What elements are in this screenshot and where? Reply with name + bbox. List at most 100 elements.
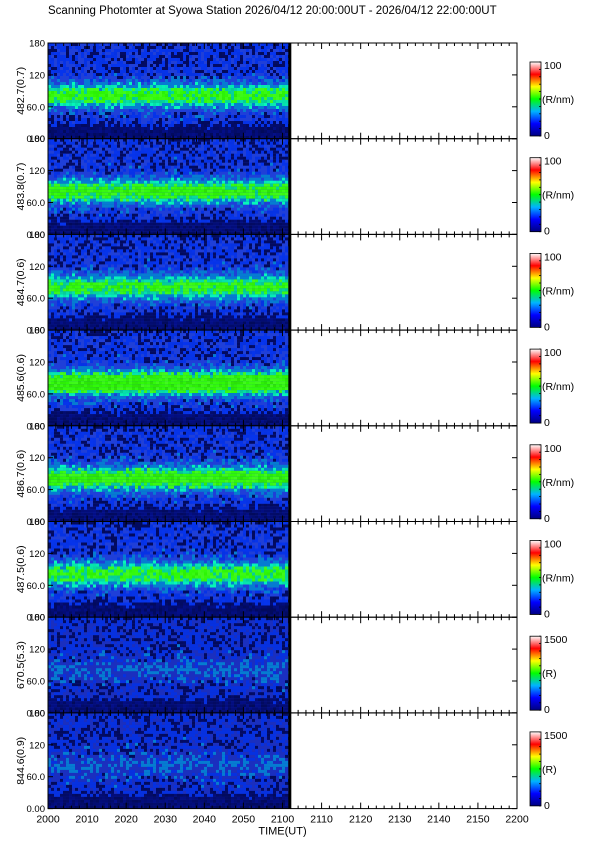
panel-ylabel-4: 485.6(0.6) <box>15 354 27 402</box>
y-tick-label: 120 <box>29 70 45 81</box>
colorbar-unit-label: (R/nm) <box>542 573 574 585</box>
heatmap-panel-8 <box>48 712 292 809</box>
y-tick-label: 120 <box>29 549 45 560</box>
colorbar-7: 1500 (R) 0 <box>529 634 568 716</box>
heatmap-panel-7 <box>48 617 292 714</box>
x-tick-label: 2000 <box>36 814 60 826</box>
colorbar-unit-label: (R/nm) <box>542 477 574 489</box>
x-tick-label: 2120 <box>349 814 373 826</box>
panel-ylabel-6: 487.5(0.6) <box>15 545 27 593</box>
y-tick-label: 60.0 <box>27 389 46 400</box>
colorbar-min-label: 0 <box>544 704 550 716</box>
colorbar-unit-label: (R) <box>542 764 557 776</box>
y-tick-label: 180 <box>29 517 45 528</box>
y-tick-label: 60.0 <box>27 294 46 305</box>
y-tick-label: 120 <box>29 645 45 656</box>
x-tick-label: 2010 <box>75 814 99 826</box>
y-tick-label: 180 <box>29 708 45 719</box>
heatmap-panel-4 <box>48 330 292 427</box>
x-tick-label: 2140 <box>427 814 451 826</box>
y-tick-label: 60.0 <box>27 772 46 783</box>
y-tick-label: 120 <box>29 453 45 464</box>
y-tick-label: 180 <box>29 326 45 337</box>
panel-ylabel-5: 486.7(0.6) <box>15 450 27 498</box>
colorbar-8: 1500 (R) 0 <box>529 730 568 812</box>
colorbar-unit-label: (R) <box>542 668 557 680</box>
colorbar-min-label: 0 <box>544 321 550 333</box>
y-tick-label: 0.00 <box>27 708 46 719</box>
y-tick-label: 0.00 <box>27 230 46 241</box>
heatmap-panel-3 <box>48 234 292 331</box>
colorbar-min-label: 0 <box>544 513 550 525</box>
panel-ylabel-3: 484.7(0.6) <box>15 258 27 306</box>
y-tick-label: 180 <box>29 230 45 241</box>
panel-6: 0.00 60.0 120 180 487.5(0.6) 100 (R/nm) 0 <box>15 517 574 624</box>
chart-title: Scanning Photomter at Syowa Station 2026… <box>48 5 497 17</box>
colorbar-5: 100 (R/nm) 0 <box>529 443 574 525</box>
colorbar-6: 100 (R/nm) 0 <box>529 539 574 621</box>
colorbar-max-label: 100 <box>544 251 562 263</box>
y-tick-label: 180 <box>29 134 45 145</box>
colorbar-unit-label: (R/nm) <box>542 381 574 393</box>
x-tick-label: 2040 <box>193 814 217 826</box>
x-axis-label: TIME(UT) <box>258 826 306 838</box>
panel-ylabel-8: 844.6(0.9) <box>15 737 27 785</box>
x-tick-label: 2030 <box>154 814 178 826</box>
colorbar-min-label: 0 <box>544 130 550 142</box>
x-tick-label: 2100 <box>271 814 295 826</box>
x-tick-label: 2110 <box>310 814 333 826</box>
y-tick-label: 60.0 <box>27 198 46 209</box>
colorbar-unit-label: (R/nm) <box>542 190 574 202</box>
y-tick-label: 180 <box>29 613 45 624</box>
colorbar-max-label: 100 <box>544 60 562 72</box>
y-tick-label: 120 <box>29 166 45 177</box>
colorbar-max-label: 100 <box>544 443 562 455</box>
x-tick-label: 2150 <box>466 814 490 826</box>
panel-8: 0.00 60.0 120 180 844.6(0.9) 1500 (R) 0 <box>15 708 568 815</box>
x-tick-label: 2020 <box>114 814 138 826</box>
y-tick-label: 60.0 <box>27 102 46 113</box>
y-tick-label: 0.00 <box>27 613 46 624</box>
colorbar-4: 100 (R/nm) 0 <box>529 347 574 429</box>
y-tick-label: 0.00 <box>27 804 46 815</box>
panel-ylabel-2: 483.8(0.7) <box>15 163 27 211</box>
colorbar-unit-label: (R/nm) <box>542 94 574 106</box>
colorbar-3: 100 (R/nm) 0 <box>529 251 574 333</box>
colorbar-max-label: 1500 <box>544 634 568 646</box>
colorbar-min-label: 0 <box>544 226 550 238</box>
colorbar-max-label: 1500 <box>544 730 568 742</box>
y-tick-label: 180 <box>29 39 45 50</box>
panel-5: 0.00 60.0 120 180 486.7(0.6) 100 (R/nm) 0 <box>15 421 574 528</box>
y-tick-label: 60.0 <box>27 581 46 592</box>
panel-2: 0.00 60.0 120 180 483.8(0.7) 100 (R/nm) 0 <box>15 134 574 241</box>
x-tick-label: 2050 <box>232 814 256 826</box>
panel-4: 0.00 60.0 120 180 485.6(0.6) 100 (R/nm) 0 <box>15 326 574 433</box>
colorbar-min-label: 0 <box>544 800 550 812</box>
y-tick-label: 0.00 <box>27 517 46 528</box>
colorbar-2: 100 (R/nm) 0 <box>529 156 574 238</box>
panel-3: 0.00 60.0 120 180 484.7(0.6) 100 (R/nm) 0 <box>15 230 574 337</box>
heatmap-panel-2 <box>48 138 292 235</box>
colorbar-max-label: 100 <box>544 539 562 551</box>
heatmap-panel-6 <box>48 521 292 618</box>
y-tick-label: 120 <box>29 358 45 369</box>
x-tick-label: 2200 <box>505 814 529 826</box>
heatmap-panel-5 <box>48 425 292 522</box>
y-tick-label: 0.00 <box>27 134 46 145</box>
x-tick-label: 2130 <box>388 814 412 826</box>
panel-ylabel-1: 482.7(0.7) <box>15 67 27 115</box>
panel-7: 0.00 60.0 120 180 670.5(5.3) 1500 (R) 0 <box>15 613 568 720</box>
colorbar-unit-label: (R/nm) <box>542 285 574 297</box>
colorbar-min-label: 0 <box>544 417 550 429</box>
colorbar-max-label: 100 <box>544 347 562 359</box>
y-tick-label: 0.00 <box>27 421 46 432</box>
panel-1: 0.00 60.0 120 180 482.7(0.7) 100 (R/nm) 0 <box>15 39 574 146</box>
y-tick-label: 60.0 <box>27 677 46 688</box>
y-tick-label: 180 <box>29 421 45 432</box>
colorbar-max-label: 100 <box>544 156 562 168</box>
colorbar-1: 100 (R/nm) 0 <box>529 60 574 142</box>
colorbar-min-label: 0 <box>544 609 550 621</box>
y-tick-label: 120 <box>29 262 45 273</box>
y-tick-label: 60.0 <box>27 485 46 496</box>
